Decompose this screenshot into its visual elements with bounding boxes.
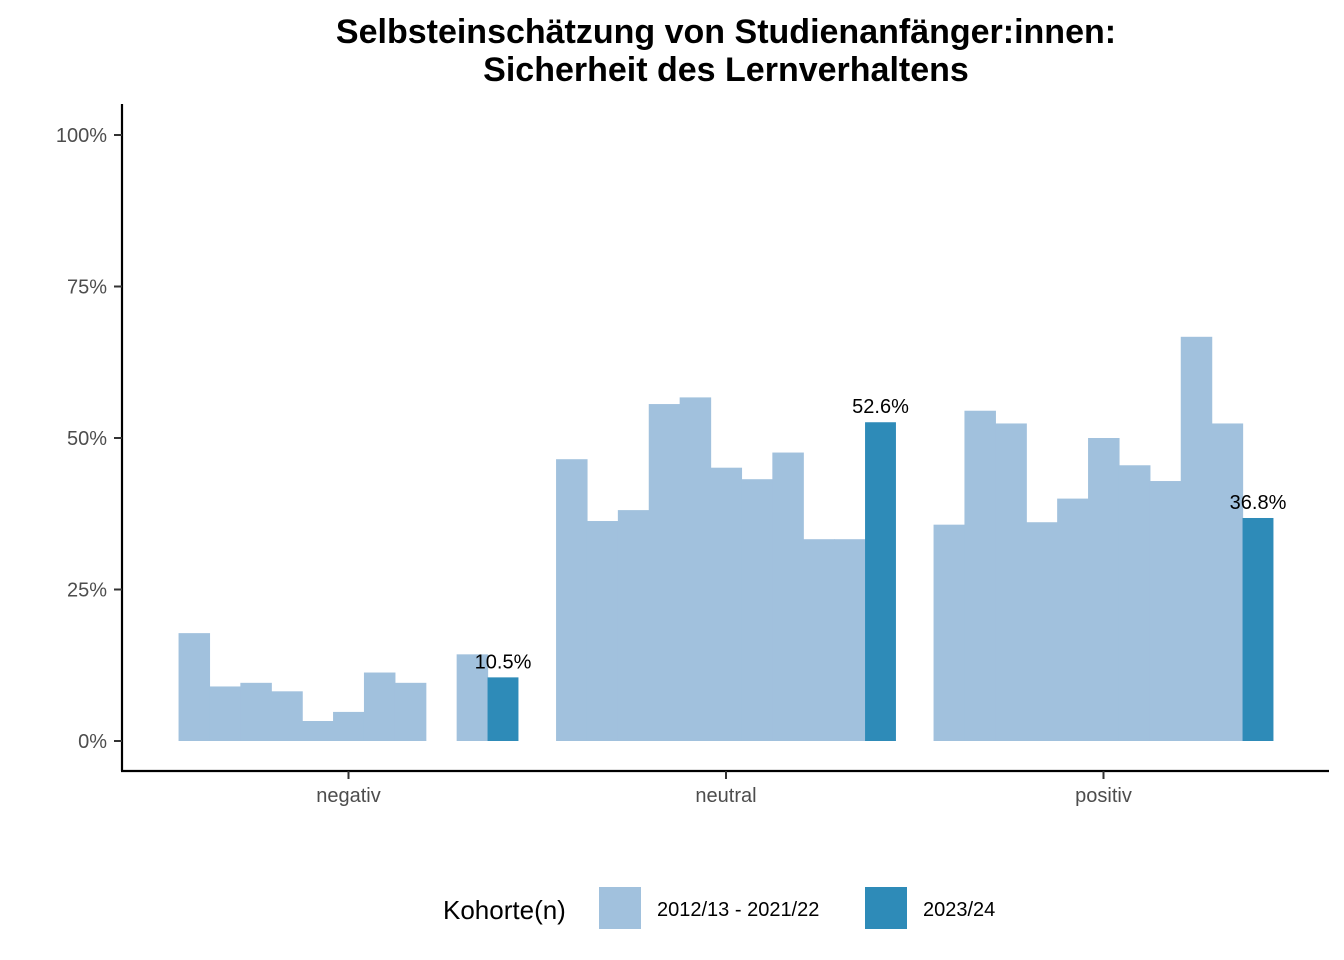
bar-negativ-history-3 [240,682,272,741]
legend-swatch-current [865,887,907,929]
y-tick-label-0: 0% [78,731,107,753]
bar-positiv-history-1 [933,524,966,741]
legend-title: Kohorte(n) [443,895,566,925]
bar-negativ-current [487,677,519,741]
y-tick-label-2: 50% [67,428,107,450]
data-label-positiv: 36.8% [1230,492,1287,514]
bar-positiv-history-5 [1057,498,1089,741]
data-label-negativ: 10.5% [475,651,532,673]
y-tick-label-4: 100% [56,125,107,147]
bar-positiv-history-7 [1118,465,1151,741]
bar-negativ-history-10 [456,654,489,741]
bar-neutral-history-6 [710,467,743,741]
bar-neutral-history-5 [679,397,712,741]
bar-negativ-history-6 [333,711,365,741]
bar-neutral-history-4 [648,404,681,741]
bar-positiv-history-6 [1088,438,1120,741]
bar-neutral-history-9 [803,539,835,741]
bar-neutral-history-1 [556,459,588,741]
chart-title-line-1: Selbsteinschätzung von Studienanfänger:i… [336,13,1116,51]
data-label-neutral: 52.6% [852,396,909,418]
bar-negativ-history-8 [394,682,427,741]
legend-label-current: 2023/24 [923,899,995,921]
bar-negativ-history-5 [302,721,334,741]
legend-swatch-historical [599,887,641,929]
bar-positiv-history-4 [1026,522,1058,741]
bar-negativ-history-4 [271,691,303,741]
bar-positiv-history-8 [1149,481,1182,741]
bar-neutral-history-10 [834,539,866,741]
chart-title-line-2: Sicherheit des Lernverhaltens [483,51,969,89]
bar-positiv-history-9 [1180,336,1213,741]
bar-positiv-history-10 [1211,423,1244,741]
legend: Kohorte(n) 2012/13 - 2021/22 2023/24 [443,887,995,929]
x-axis-ticks: negativ neutral positiv [316,771,1132,807]
data-labels-layer: 10.5% 52.6% 36.8% [475,396,1287,673]
y-tick-label-1: 25% [67,580,107,602]
x-tick-label-negativ: negativ [316,785,381,807]
y-tick-label-3: 75% [67,277,107,299]
bar-neutral-history-2 [586,521,619,741]
bar-positiv-history-2 [964,410,996,741]
y-axis-ticks: 0% 25% 50% 75% 100% [56,125,122,753]
bar-neutral-history-3 [617,510,650,741]
bar-neutral-current [865,422,896,741]
bar-negativ-history-7 [363,672,396,741]
bar-neutral-history-7 [741,479,773,741]
bar-negativ-history-1 [178,633,211,741]
x-tick-label-positiv: positiv [1075,785,1132,807]
bar-positiv-current [1242,517,1274,741]
chart-title: Selbsteinschätzung von Studienanfänger:i… [336,13,1116,89]
x-tick-label-neutral: neutral [695,785,756,807]
bar-negativ-history-2 [209,686,241,741]
bar-positiv-history-3 [995,423,1027,741]
bar-neutral-history-8 [772,452,804,741]
bars-layer [178,336,1274,741]
legend-label-historical: 2012/13 - 2021/22 [657,899,819,921]
